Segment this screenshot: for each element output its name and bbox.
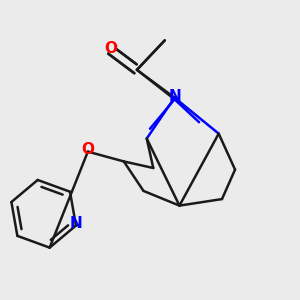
Text: O: O — [81, 142, 94, 158]
Text: O: O — [104, 41, 117, 56]
Text: N: N — [70, 216, 82, 231]
Text: N: N — [168, 88, 181, 104]
